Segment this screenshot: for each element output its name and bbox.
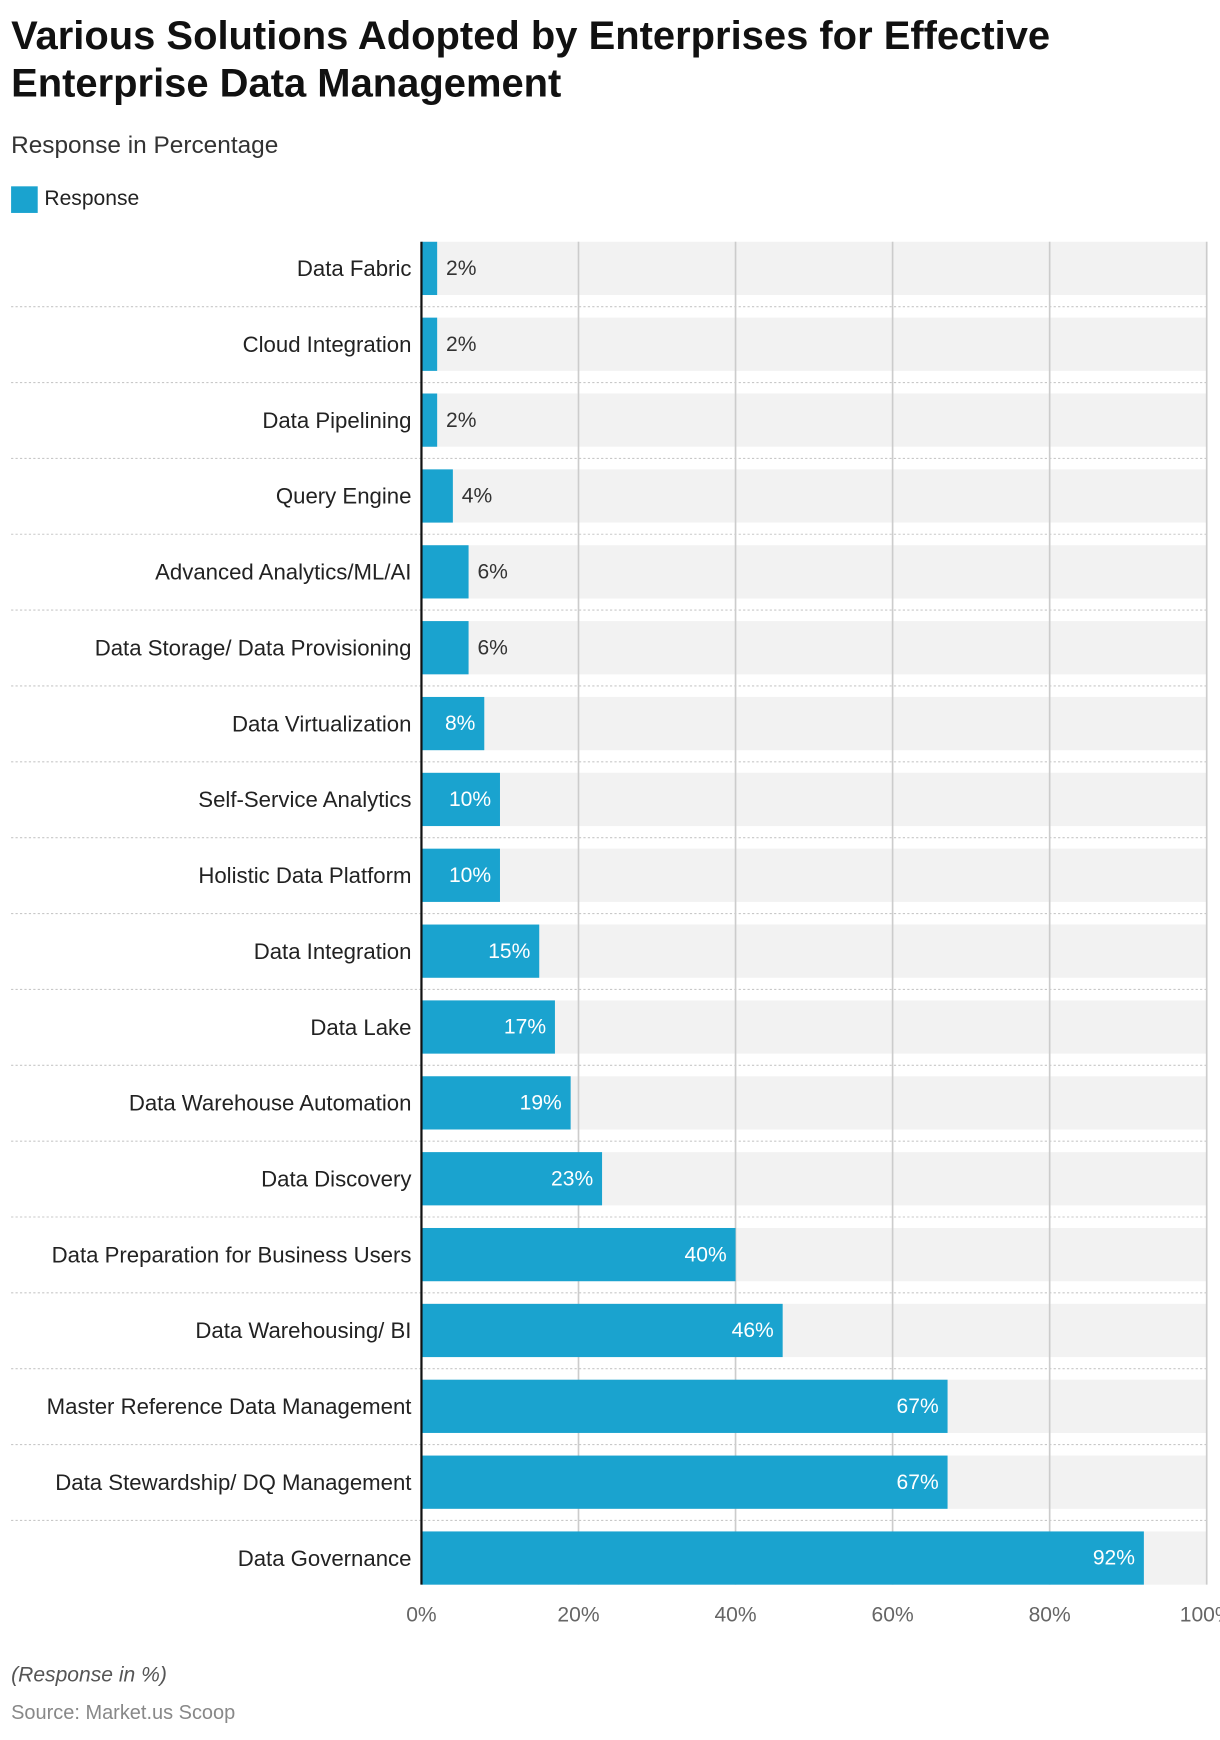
data-label: 2% <box>446 257 476 280</box>
row-band <box>421 545 1207 599</box>
data-label: 92% <box>1093 1547 1135 1570</box>
bar <box>421 1455 948 1509</box>
bar <box>421 393 438 447</box>
category-label: Holistic Data Platform <box>198 863 411 888</box>
category-label: Data Pipelining <box>262 408 411 433</box>
data-label: 6% <box>477 561 507 584</box>
data-label: 15% <box>488 940 530 963</box>
category-label: Data Lake <box>310 1015 411 1040</box>
category-label: Cloud Integration <box>243 332 412 357</box>
category-label: Data Warehousing/ BI <box>195 1318 411 1343</box>
row-band <box>421 241 1207 296</box>
row-band <box>421 393 1207 447</box>
data-label: 6% <box>477 636 507 659</box>
bar <box>421 772 500 827</box>
category-label: Data Stewardship/ DQ Management <box>55 1470 411 1495</box>
x-tick-label: 60% <box>872 1603 914 1626</box>
bar <box>421 1152 603 1206</box>
category-label: Data Preparation for Business Users <box>52 1242 412 1267</box>
row-band <box>421 696 1207 751</box>
chart-source: Source: Market.us Scoop <box>11 1701 236 1724</box>
bar <box>421 621 469 675</box>
category-label: Data Virtualization <box>232 711 412 736</box>
x-tick-label: 40% <box>714 1603 756 1626</box>
data-label: 19% <box>520 1092 562 1115</box>
category-label: Data Fabric <box>297 256 412 281</box>
data-label: 10% <box>449 864 491 887</box>
data-label: 2% <box>446 333 476 356</box>
category-label: Advanced Analytics/ML/AI <box>155 560 411 585</box>
bar <box>421 924 540 978</box>
bar <box>421 848 500 902</box>
data-label: 23% <box>551 1167 593 1190</box>
category-label: Data Warehouse Automation <box>129 1091 412 1116</box>
category-label: Data Integration <box>254 939 412 964</box>
x-tick-label: 20% <box>557 1603 599 1626</box>
data-label: 4% <box>462 485 492 508</box>
category-label: Query Engine <box>276 484 412 509</box>
bar <box>421 1076 571 1130</box>
row-band <box>421 317 1207 371</box>
data-label: 67% <box>897 1471 939 1494</box>
data-label: 40% <box>685 1243 727 1266</box>
chart-note: (Response in %) <box>11 1663 167 1687</box>
legend-label: Response <box>44 187 140 211</box>
bar <box>421 1000 555 1054</box>
row-band <box>421 621 1207 675</box>
legend: Response <box>11 186 139 213</box>
data-label: 17% <box>504 1016 546 1039</box>
data-label: 67% <box>897 1395 939 1418</box>
bar <box>421 545 469 599</box>
data-label: 2% <box>446 409 476 432</box>
bar <box>421 317 438 371</box>
data-label: 10% <box>449 788 491 811</box>
category-label: Self-Service Analytics <box>198 787 411 812</box>
bar <box>421 1303 783 1358</box>
bar <box>421 1379 948 1433</box>
category-label: Data Storage/ Data Provisioning <box>95 635 412 660</box>
legend-swatch <box>11 186 38 213</box>
bar <box>421 696 485 751</box>
row-band <box>421 848 1207 902</box>
category-label: Data Discovery <box>261 1167 412 1192</box>
row-band <box>421 924 1207 978</box>
x-tick-label: 80% <box>1029 1603 1071 1626</box>
x-tick-label: 100% <box>1180 1603 1220 1626</box>
chart-title: Various Solutions Adopted by Enterprises… <box>11 12 1051 106</box>
bar <box>421 469 453 523</box>
category-label: Master Reference Data Management <box>47 1394 412 1419</box>
chart-subtitle: Response in Percentage <box>11 130 279 159</box>
row-band <box>421 772 1207 827</box>
data-label: 46% <box>732 1319 774 1342</box>
row-band <box>421 469 1207 523</box>
x-tick-label: 0% <box>406 1603 436 1626</box>
bar <box>421 1227 736 1282</box>
data-label: 8% <box>445 712 475 735</box>
bar <box>421 1531 1144 1585</box>
category-label: Data Governance <box>238 1546 412 1571</box>
bar <box>421 241 438 296</box>
